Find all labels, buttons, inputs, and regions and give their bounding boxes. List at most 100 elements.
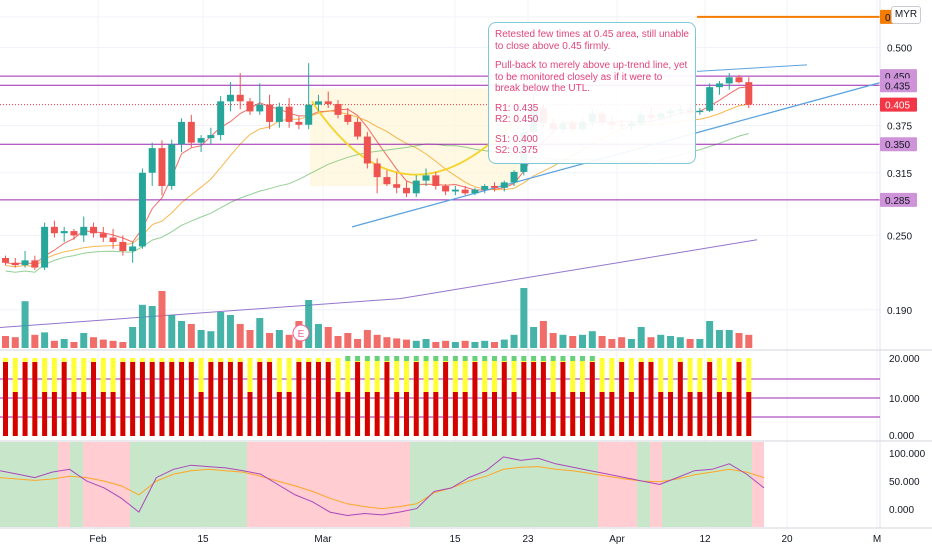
indicator-bar-red: [42, 392, 48, 436]
indicator-bar-red: [296, 362, 302, 436]
indicator-bar-green: [345, 356, 351, 361]
price-level-tag: 0.405: [880, 97, 917, 112]
volume-bar: [138, 304, 146, 348]
indicator-bar-red: [550, 392, 556, 436]
candle-body: [471, 189, 479, 194]
oscillator-main-line: [0, 456, 765, 517]
volume-bar: [285, 334, 293, 348]
indicator-bar-green: [550, 356, 556, 361]
candle-body: [393, 184, 401, 188]
volume-bar: [725, 330, 733, 348]
analysis-annotation: Retested few times at 0.45 area, still u…: [488, 22, 696, 164]
indicator-bar-red: [276, 392, 282, 436]
candle-body: [109, 237, 117, 242]
volume-bar: [500, 339, 508, 348]
candle-body: [491, 185, 498, 188]
oscillator-tick-label: 0.000: [889, 505, 914, 516]
indicator-bar-red: [179, 362, 185, 436]
time-tick-label: 12: [699, 534, 711, 545]
indicator-bar-red: [521, 362, 527, 436]
candle-body: [432, 175, 440, 186]
candle-body: [412, 180, 420, 194]
indicator-bar-green: [443, 356, 449, 361]
volume-bar: [109, 340, 117, 348]
indicator-bar-red: [570, 392, 576, 436]
indicator-bar-red: [198, 392, 204, 436]
volume-bar: [246, 330, 254, 348]
time-tick-label: Mar: [314, 534, 332, 545]
candle-body: [422, 175, 430, 181]
indicator-bar-red: [51, 392, 57, 436]
time-tick-label: Apr: [609, 534, 625, 545]
oscillator-band: [70, 442, 83, 527]
indicator-bar-red: [580, 392, 586, 436]
oscillator-band: [83, 442, 130, 527]
volume-bar: [119, 342, 127, 348]
oscillator-band: [752, 442, 764, 527]
volume-bar: [647, 337, 655, 348]
volume-bar: [608, 339, 616, 348]
indicator-bar-green: [394, 356, 400, 361]
indicator-bar-red: [677, 362, 683, 436]
indicator-bar-green: [540, 356, 546, 361]
time-tick-label: 23: [522, 534, 534, 545]
indicator-bar-green: [452, 356, 458, 361]
candle-body: [461, 189, 469, 194]
candle-body: [363, 136, 371, 164]
indicator-bar-red: [433, 392, 439, 436]
oscillator-band: [598, 442, 637, 527]
indicator-tick-label: 10.000: [889, 394, 920, 405]
indicator-bar-red: [374, 392, 380, 436]
oscillator-band: [0, 442, 58, 527]
time-tick-label: M: [873, 534, 881, 545]
volume-bar: [314, 324, 322, 348]
indicator-bar-red: [687, 392, 693, 436]
indicator-bar-red: [658, 392, 664, 436]
candle-body: [119, 241, 127, 252]
currency-button[interactable]: MYR: [891, 6, 921, 24]
annotation-line-2: Pull-back to merely above up-trend line,…: [495, 60, 688, 94]
volume-bar: [676, 337, 684, 348]
indicator-bar-green: [355, 356, 361, 361]
indicator-bar-red: [452, 392, 458, 436]
indicator-bar-red: [482, 392, 488, 436]
volume-bar: [569, 336, 577, 348]
indicator-bar-red: [159, 362, 165, 436]
volume-bar: [178, 321, 186, 348]
volume-bar: [598, 336, 606, 348]
volume-bar: [207, 331, 215, 348]
volume-bar: [363, 330, 371, 348]
indicator-bar-red: [120, 362, 126, 436]
volume-bar: [549, 333, 557, 348]
volume-bar: [31, 334, 39, 348]
volume-bar: [334, 336, 342, 348]
indicator-bar-red: [12, 392, 18, 436]
indicator-bar-red: [560, 362, 566, 436]
volume-bar: [80, 333, 88, 348]
indicator-bar-red: [697, 392, 703, 436]
indicator-bar-red: [247, 392, 253, 436]
candle-body: [735, 77, 743, 83]
indicator-bar-red: [3, 362, 8, 436]
indicator-bar-red: [443, 362, 449, 436]
indicator-bar-red: [589, 362, 595, 436]
candle-body: [60, 231, 68, 234]
volume-bar: [539, 321, 547, 348]
indicator-bar-green: [531, 356, 537, 361]
indicator-bar-green: [492, 356, 497, 361]
indicator-bar-green: [570, 356, 576, 361]
indicator-bar-green: [462, 356, 468, 361]
indicator-bar-red: [609, 392, 615, 436]
oscillator-band: [410, 442, 598, 527]
candle-body: [295, 121, 303, 125]
candle-body: [50, 226, 58, 234]
time-tick-label: Feb: [89, 534, 107, 545]
candle-body: [285, 106, 293, 122]
annotation-r1: R1: 0.435: [495, 102, 539, 114]
time-tick-label: 20: [781, 534, 793, 545]
volume-bar: [402, 339, 410, 348]
candle-body: [715, 83, 723, 88]
candle-body: [745, 82, 753, 105]
volume-bar: [99, 339, 107, 348]
candle-body: [31, 260, 39, 268]
